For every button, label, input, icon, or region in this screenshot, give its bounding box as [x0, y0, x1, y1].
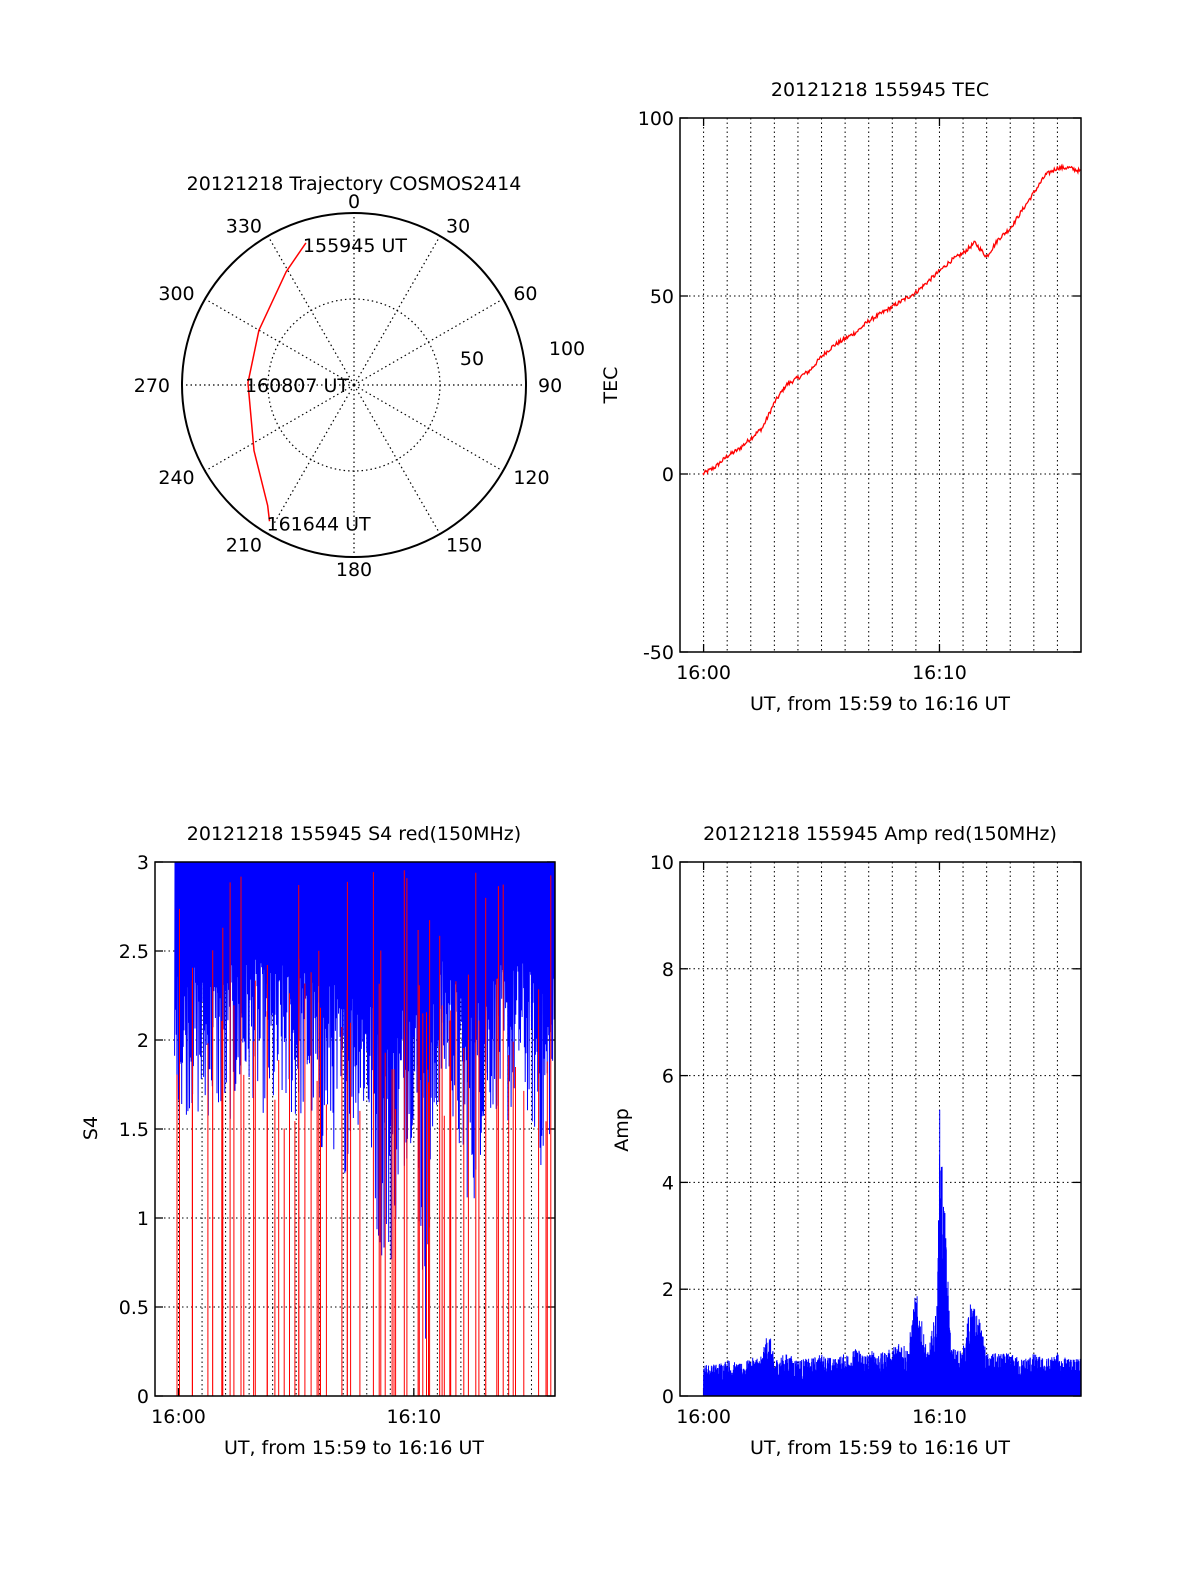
x-axis-label: UT, from 15:59 to 16:16 UT	[750, 693, 1010, 715]
x-tick-label: 16:10	[912, 662, 967, 684]
tec-series-0	[702, 163, 1082, 476]
azimuth-label: 210	[226, 534, 262, 556]
radial-label: 100	[549, 338, 585, 360]
azimuth-label: 300	[158, 283, 194, 305]
grid-spoke	[204, 298, 355, 386]
azimuth-label: 0	[348, 191, 360, 213]
plot-frame	[679, 861, 1082, 1397]
y-tick-label: 0	[137, 1386, 149, 1408]
y-tick-label: 4	[662, 1172, 674, 1194]
azimuth-label: 270	[134, 375, 170, 397]
s4-series-blue	[174, 862, 555, 1339]
grid-spoke	[353, 384, 504, 472]
amp-chart: 20121218 155945 Amp red(150MHz) UT, from…	[611, 823, 1082, 1459]
y-tick-label: 0	[662, 1386, 674, 1408]
y-axis-label: Amp	[611, 1108, 633, 1152]
azimuth-label: 120	[513, 467, 549, 489]
y-axis-label: S4	[80, 1116, 102, 1140]
azimuth-label: 90	[538, 375, 562, 397]
chart-title: 20121218 Trajectory COSMOS2414	[187, 173, 522, 195]
trajectory-series-0	[247, 242, 307, 522]
plot-frame	[154, 861, 556, 1397]
trajectory-annotation: 161644 UT	[267, 513, 371, 535]
azimuth-label: 60	[513, 283, 537, 305]
chart-title: 20121218 155945 TEC	[771, 79, 989, 101]
amp-series-blue	[703, 1109, 1082, 1396]
y-tick-label: 2.5	[119, 941, 149, 963]
y-tick-label: -50	[643, 642, 674, 664]
y-tick-label: 3	[137, 852, 149, 874]
y-tick-label: 1	[137, 1208, 149, 1230]
plot-frame	[679, 117, 1082, 653]
azimuth-label: 330	[226, 216, 262, 238]
grid-spoke	[353, 235, 441, 386]
azimuth-label: 180	[336, 559, 372, 581]
y-tick-label: 50	[650, 286, 674, 308]
azimuth-label: 150	[446, 534, 482, 556]
y-tick-label: 0.5	[119, 1297, 149, 1319]
tec-chart: 20121218 155945 TEC UT, from 15:59 to 16…	[600, 79, 1082, 715]
x-axis-label: UT, from 15:59 to 16:16 UT	[224, 1437, 484, 1459]
grid-spoke	[204, 384, 355, 472]
y-tick-label: 8	[662, 959, 674, 981]
grid-spoke	[267, 384, 355, 535]
trajectory-annotation: 155945 UT	[303, 235, 407, 257]
grid-spoke	[353, 384, 441, 535]
y-axis-label: TEC	[600, 367, 622, 405]
y-tick-label: 1.5	[119, 1119, 149, 1141]
x-tick-label: 16:00	[151, 1406, 206, 1428]
y-tick-label: 2	[137, 1030, 149, 1052]
y-tick-label: 10	[650, 852, 674, 874]
azimuth-label: 30	[446, 216, 470, 238]
s4-plot-area	[174, 862, 555, 1396]
x-tick-label: 16:10	[912, 1406, 967, 1428]
s4-chart: 20121218 155945 S4 red(150MHz) UT, from …	[80, 823, 556, 1459]
grid-spoke	[353, 298, 504, 386]
x-axis-label: UT, from 15:59 to 16:16 UT	[750, 1437, 1010, 1459]
trajectory-chart: 20121218 Trajectory COSMOS2414 0 30 60 90 12…	[134, 173, 585, 581]
x-tick-label: 16:10	[386, 1406, 441, 1428]
s4-series-red	[176, 870, 555, 1396]
grid-spoke	[267, 235, 355, 386]
azimuth-label: 240	[158, 467, 194, 489]
y-tick-label: 0	[662, 464, 674, 486]
chart-title: 20121218 155945 Amp red(150MHz)	[703, 823, 1057, 845]
y-tick-label: 100	[638, 108, 674, 130]
polar-boundary	[181, 212, 527, 558]
x-tick-label: 16:00	[676, 662, 731, 684]
radial-label: 50	[460, 348, 484, 370]
y-tick-label: 6	[662, 1066, 674, 1088]
y-tick-label: 2	[662, 1279, 674, 1301]
chart-title: 20121218 155945 S4 red(150MHz)	[187, 823, 521, 845]
x-tick-label: 16:00	[676, 1406, 731, 1428]
trajectory-annotation: 160807 UT	[245, 375, 349, 397]
